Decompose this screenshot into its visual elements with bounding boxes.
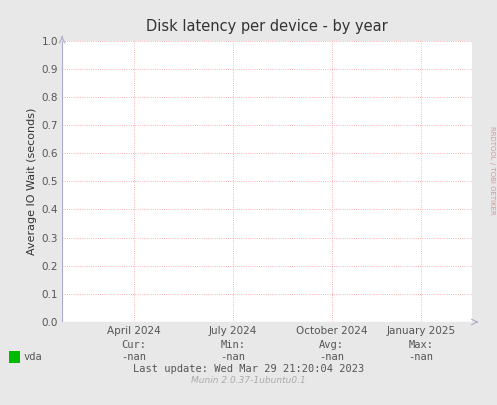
Y-axis label: Average IO Wait (seconds): Average IO Wait (seconds): [27, 108, 37, 255]
Title: Disk latency per device - by year: Disk latency per device - by year: [146, 19, 388, 34]
Text: Cur:: Cur:: [121, 340, 147, 350]
Text: Munin 2.0.37-1ubuntu0.1: Munin 2.0.37-1ubuntu0.1: [191, 376, 306, 385]
Text: Max:: Max:: [409, 340, 433, 350]
Text: RRDTOOL / TOBI OETIKER: RRDTOOL / TOBI OETIKER: [489, 126, 495, 215]
Text: -nan: -nan: [409, 352, 433, 362]
Text: -nan: -nan: [220, 352, 245, 362]
Text: Min:: Min:: [220, 340, 245, 350]
Text: -nan: -nan: [121, 352, 147, 362]
Text: -nan: -nan: [319, 352, 344, 362]
Text: Avg:: Avg:: [319, 340, 344, 350]
Text: Last update: Wed Mar 29 21:20:04 2023: Last update: Wed Mar 29 21:20:04 2023: [133, 364, 364, 374]
Text: vda: vda: [24, 352, 43, 362]
